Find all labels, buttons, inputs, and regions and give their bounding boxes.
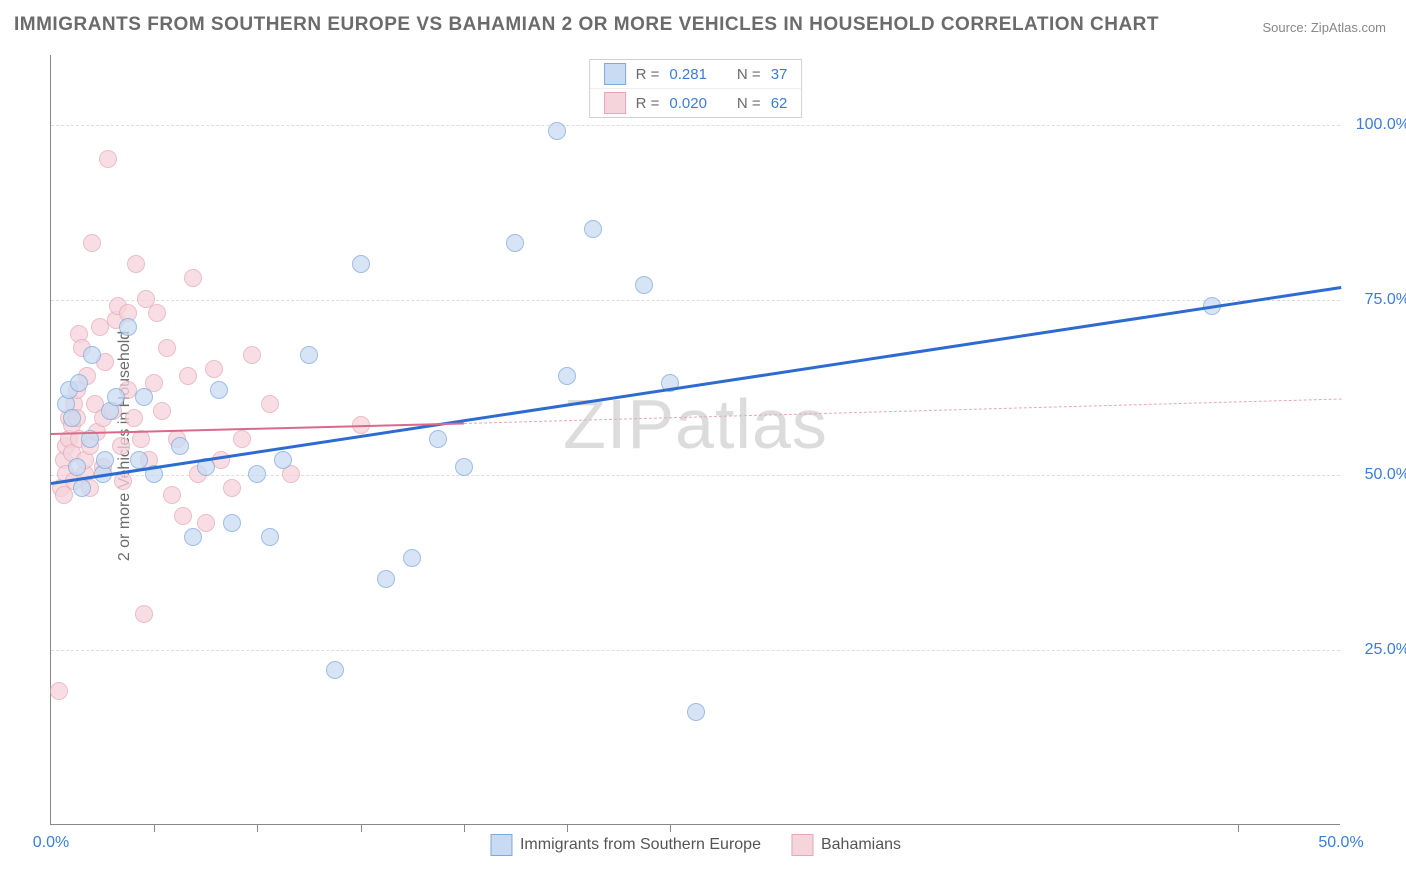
data-point — [584, 220, 602, 238]
legend-row: R = 0.281 N = 37 — [590, 60, 802, 89]
r-label: R = — [636, 95, 660, 112]
data-point — [455, 458, 473, 476]
data-point — [135, 388, 153, 406]
x-tick — [154, 824, 155, 832]
n-label: N = — [737, 95, 761, 112]
data-point — [174, 507, 192, 525]
legend-label: Bahamians — [821, 836, 901, 854]
data-point — [403, 549, 421, 567]
x-tick — [1238, 824, 1239, 832]
data-point — [68, 458, 86, 476]
data-point — [70, 374, 88, 392]
y-tick-label: 75.0% — [1365, 291, 1406, 309]
data-point — [233, 430, 251, 448]
y-tick-label: 25.0% — [1365, 641, 1406, 659]
data-point — [548, 122, 566, 140]
data-point — [130, 451, 148, 469]
data-point — [179, 367, 197, 385]
data-point — [73, 479, 91, 497]
data-point — [83, 234, 101, 252]
x-tick — [464, 824, 465, 832]
legend-label: Immigrants from Southern Europe — [520, 836, 761, 854]
gridline — [51, 125, 1340, 126]
swatch-pink — [791, 834, 813, 856]
x-tick-label: 0.0% — [33, 834, 69, 852]
source-label: Source: ZipAtlas.com — [1262, 20, 1386, 35]
data-point — [274, 451, 292, 469]
data-point — [248, 465, 266, 483]
swatch-blue — [604, 63, 626, 85]
data-point — [119, 318, 137, 336]
data-point — [99, 150, 117, 168]
data-point — [96, 451, 114, 469]
data-point — [223, 514, 241, 532]
n-value: 62 — [771, 95, 788, 112]
data-point — [125, 409, 143, 427]
data-point — [63, 409, 81, 427]
x-tick — [361, 824, 362, 832]
data-point — [112, 437, 130, 455]
data-point — [127, 255, 145, 273]
r-value: 0.281 — [669, 66, 707, 83]
gridline — [51, 300, 1340, 301]
n-value: 37 — [771, 66, 788, 83]
data-point — [223, 479, 241, 497]
data-point — [687, 703, 705, 721]
data-point — [184, 528, 202, 546]
data-point — [107, 388, 125, 406]
legend-correlation: R = 0.281 N = 37 R = 0.020 N = 62 — [589, 59, 803, 118]
data-point — [352, 255, 370, 273]
data-point — [300, 346, 318, 364]
x-tick — [567, 824, 568, 832]
data-point — [635, 276, 653, 294]
data-point — [184, 269, 202, 287]
r-label: R = — [636, 66, 660, 83]
y-tick-label: 50.0% — [1365, 466, 1406, 484]
trend-line — [51, 286, 1341, 485]
gridline — [51, 650, 1340, 651]
data-point — [135, 605, 153, 623]
swatch-pink — [604, 92, 626, 114]
data-point — [558, 367, 576, 385]
data-point — [205, 360, 223, 378]
legend-series: Immigrants from Southern Europe Bahamian… — [490, 834, 901, 856]
x-tick — [670, 824, 671, 832]
gridline — [51, 475, 1340, 476]
n-label: N = — [737, 66, 761, 83]
r-value: 0.020 — [669, 95, 707, 112]
data-point — [153, 402, 171, 420]
data-point — [210, 381, 228, 399]
legend-row: R = 0.020 N = 62 — [590, 89, 802, 117]
data-point — [158, 339, 176, 357]
x-tick-label: 50.0% — [1318, 834, 1363, 852]
watermark: ZIPatlas — [563, 384, 828, 464]
data-point — [163, 486, 181, 504]
x-tick — [257, 824, 258, 832]
data-point — [197, 514, 215, 532]
legend-item: Immigrants from Southern Europe — [490, 834, 761, 856]
data-point — [261, 395, 279, 413]
data-point — [377, 570, 395, 588]
legend-item: Bahamians — [791, 834, 901, 856]
y-tick-label: 100.0% — [1356, 116, 1406, 134]
plot-area: ZIPatlas R = 0.281 N = 37 R = 0.020 N = … — [50, 55, 1340, 825]
data-point — [171, 437, 189, 455]
data-point — [429, 430, 447, 448]
chart-title: IMMIGRANTS FROM SOUTHERN EUROPE VS BAHAM… — [14, 14, 1159, 36]
data-point — [83, 346, 101, 364]
data-point — [243, 346, 261, 364]
data-point — [326, 661, 344, 679]
data-point — [148, 304, 166, 322]
swatch-blue — [490, 834, 512, 856]
data-point — [506, 234, 524, 252]
data-point — [261, 528, 279, 546]
data-point — [50, 682, 68, 700]
